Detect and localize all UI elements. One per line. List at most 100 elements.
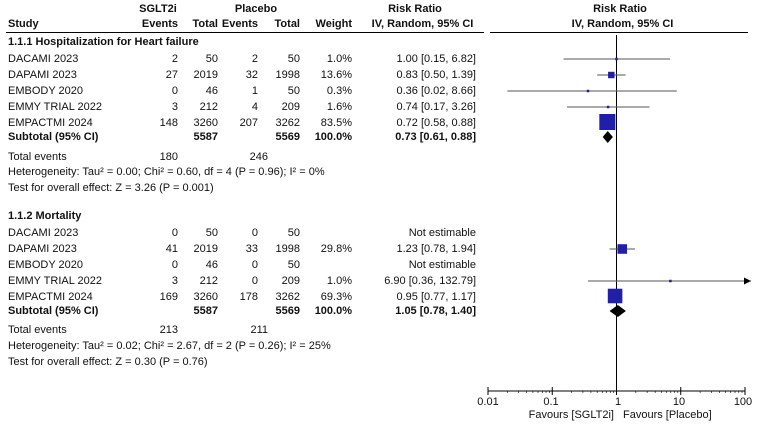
events-sglt2i: 2 <box>171 53 178 65</box>
study-name: EMMY TRIAL 2022 <box>8 101 102 113</box>
total-sglt2i: 50 <box>205 53 218 65</box>
risk-ratio-ci: 0.74 [0.17, 3.26] <box>396 101 476 113</box>
total-sglt2i: 212 <box>199 275 218 287</box>
events-placebo: 32 <box>245 69 258 81</box>
weight: 83.5% <box>320 117 352 129</box>
subtotal-total-placebo: 5569 <box>275 305 300 317</box>
total-sglt2i: 3260 <box>193 117 218 129</box>
header-group-placebo: Placebo <box>234 3 278 15</box>
total-sglt2i: 46 <box>205 259 218 271</box>
header-total-placebo: Total <box>274 18 300 30</box>
pooled-diamond <box>609 305 626 317</box>
weight: 29.8% <box>320 243 352 255</box>
subtotal-total-sglt2i: 5587 <box>193 305 218 317</box>
total-sglt2i: 3260 <box>193 291 218 303</box>
study-name: DAPAMI 2023 <box>8 243 77 255</box>
weight: 1.0% <box>326 53 352 65</box>
plot-title: Risk Ratio <box>593 3 647 15</box>
events-placebo: 1 <box>251 85 258 97</box>
total-sglt2i: 2019 <box>193 69 218 81</box>
study-marker <box>608 71 615 79</box>
x-tick-label: 1 <box>614 396 622 408</box>
risk-ratio-ci: 0.83 [0.50, 1.39] <box>396 69 476 81</box>
subtotal-weight: 100.0% <box>314 131 352 143</box>
header-risk-ratio: Risk Ratio <box>388 3 442 15</box>
plot-method: IV, Random, 95% CI <box>571 18 674 30</box>
risk-ratio-ci: 0.72 [0.58, 0.88] <box>396 117 476 129</box>
risk-ratio-ci: Not estimable <box>408 259 476 271</box>
subtotal-label: Subtotal (95% CI) <box>8 131 99 143</box>
total-placebo: 3262 <box>275 117 300 129</box>
total-events-sglt2i: 180 <box>159 151 178 163</box>
events-placebo: 0 <box>251 259 258 271</box>
total-events-placebo: 211 <box>250 324 268 336</box>
total-placebo: 209 <box>281 101 300 113</box>
study-name: EMPACTMI 2024 <box>8 117 93 129</box>
risk-ratio-ci: Not estimable <box>408 227 476 239</box>
total-events-placebo: 246 <box>249 151 268 163</box>
x-tick-label: 0.01 <box>477 396 499 408</box>
events-sglt2i: 3 <box>171 101 178 113</box>
total-placebo: 1998 <box>275 69 300 81</box>
header-rr-method: IV, Random, 95% CI <box>371 18 474 30</box>
total-placebo: 50 <box>287 259 300 271</box>
study-marker <box>599 114 616 130</box>
events-sglt2i: 41 <box>165 243 178 255</box>
header-study: Study <box>8 18 39 30</box>
favours-sglt2i-label: Favours [SGLT2i] <box>528 409 614 421</box>
subgroup-title-mortality: 1.1.2 Mortality <box>8 210 82 222</box>
total-sglt2i: 50 <box>205 227 218 239</box>
study-marker <box>606 105 610 109</box>
total-placebo: 209 <box>281 275 300 287</box>
total-placebo: 1998 <box>275 243 300 255</box>
heterogeneity-text: Heterogeneity: Tau² = 0.02; Chi² = 2.67,… <box>8 340 331 352</box>
events-sglt2i: 0 <box>171 259 178 271</box>
study-marker <box>607 288 623 304</box>
header-weight: Weight <box>315 18 352 30</box>
weight: 69.3% <box>320 291 352 303</box>
study-name: DACAMI 2023 <box>8 53 79 65</box>
events-sglt2i: 169 <box>159 291 178 303</box>
subtotal-ci: 1.05 [0.78, 1.40] <box>395 305 476 317</box>
study-name: EMBODY 2020 <box>8 259 84 271</box>
study-marker <box>669 279 672 283</box>
x-tick-label: 10 <box>672 396 686 408</box>
header-total-sglt2i: Total <box>192 18 218 30</box>
total-placebo: 50 <box>287 85 300 97</box>
risk-ratio-ci: 6.90 [0.36, 132.79] <box>384 275 476 287</box>
subtotal-ci: 0.73 [0.61, 0.88] <box>395 131 476 143</box>
overall-effect-text: Test for overall effect: Z = 0.30 (P = 0… <box>8 356 208 368</box>
total-placebo: 50 <box>287 53 300 65</box>
study-marker <box>617 244 628 254</box>
subgroup-title-hospitalization: 1.1.1 Hospitalization for Heart failure <box>8 36 199 48</box>
total-events-label: Total events <box>8 151 67 163</box>
events-placebo: 4 <box>251 101 258 113</box>
events-sglt2i: 0 <box>171 227 178 239</box>
total-sglt2i: 2019 <box>193 243 218 255</box>
header-rule-table <box>6 32 484 33</box>
header-group-sglt2i: SGLT2i <box>139 3 177 15</box>
header-rule-plot <box>490 32 748 33</box>
total-events-sglt2i: 213 <box>159 324 178 336</box>
events-placebo: 178 <box>239 291 258 303</box>
events-placebo: 2 <box>251 53 258 65</box>
total-placebo: 50 <box>287 227 300 239</box>
pooled-diamond <box>602 131 613 143</box>
weight: 0.3% <box>326 85 352 97</box>
total-placebo: 3262 <box>275 291 300 303</box>
events-sglt2i: 148 <box>159 117 178 129</box>
risk-ratio-ci: 0.36 [0.02, 8.66] <box>396 85 476 97</box>
header-events-placebo: Events <box>221 18 258 30</box>
subtotal-label: Subtotal (95% CI) <box>8 305 99 317</box>
events-sglt2i: 27 <box>165 69 178 81</box>
total-events-label: Total events <box>8 324 67 336</box>
overall-effect-text: Test for overall effect: Z = 3.26 (P = 0… <box>8 182 214 194</box>
risk-ratio-ci: 0.95 [0.77, 1.17] <box>396 291 476 303</box>
heterogeneity-text: Heterogeneity: Tau² = 0.00; Chi² = 0.60,… <box>8 166 325 178</box>
events-placebo: 33 <box>245 243 258 255</box>
study-name: EMMY TRIAL 2022 <box>8 275 102 287</box>
events-placebo: 0 <box>251 275 258 287</box>
study-name: DAPAMI 2023 <box>8 69 77 81</box>
subtotal-total-placebo: 5569 <box>275 131 300 143</box>
